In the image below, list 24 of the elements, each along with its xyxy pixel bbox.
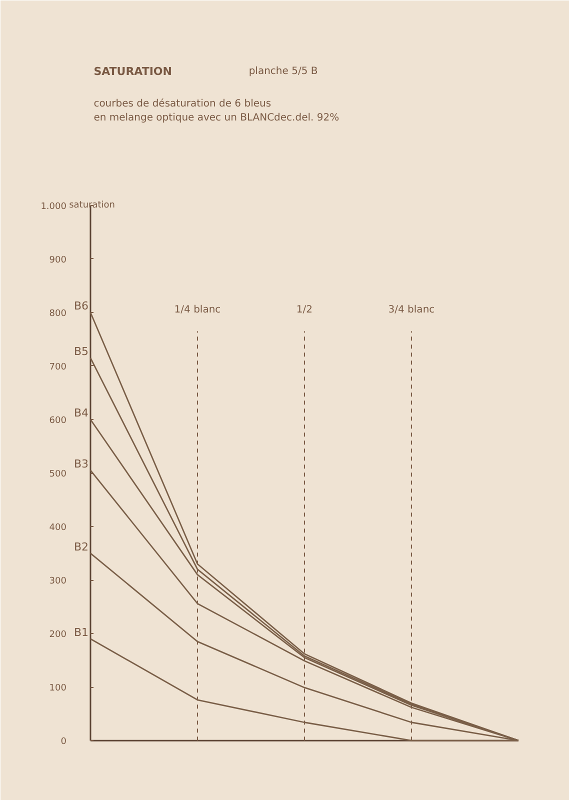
legend-label: B4	[74, 406, 88, 420]
y-tick-label: 900	[49, 255, 67, 266]
text: planche 5/5 B	[248, 66, 318, 78]
legend-label: B6	[74, 299, 88, 312]
y-tick-label: 400	[49, 523, 67, 534]
x-tick-label: 3/4 blanc	[388, 304, 435, 316]
y-tick-label: 500	[49, 470, 67, 480]
y-tick-label: 600	[49, 416, 67, 426]
y-tick-label: 800	[49, 308, 67, 319]
y-tick-label: 300	[49, 576, 67, 587]
series-label: B5	[74, 344, 88, 358]
y-axis-title: saturation	[69, 200, 115, 210]
y-tick-label: 100	[49, 684, 67, 694]
series-label: B3	[74, 457, 88, 470]
chart-title: SATURATION	[94, 65, 172, 78]
legend-label: B1	[74, 626, 88, 639]
x-tick-label: 1/4 blanc	[174, 304, 221, 316]
y-tick-label: 1.000	[40, 202, 67, 212]
chart-subtitle: courbes de désaturation de 6 bleus en melange optique avec un BLANCdec.del. 92%	[94, 98, 340, 124]
y-tick-label: 700	[49, 362, 67, 372]
x-tick-label: 1/2	[296, 304, 313, 316]
series-label: B2	[74, 540, 88, 554]
y-tick-label: 0	[60, 737, 67, 748]
y-tick-label: 200	[49, 630, 67, 640]
